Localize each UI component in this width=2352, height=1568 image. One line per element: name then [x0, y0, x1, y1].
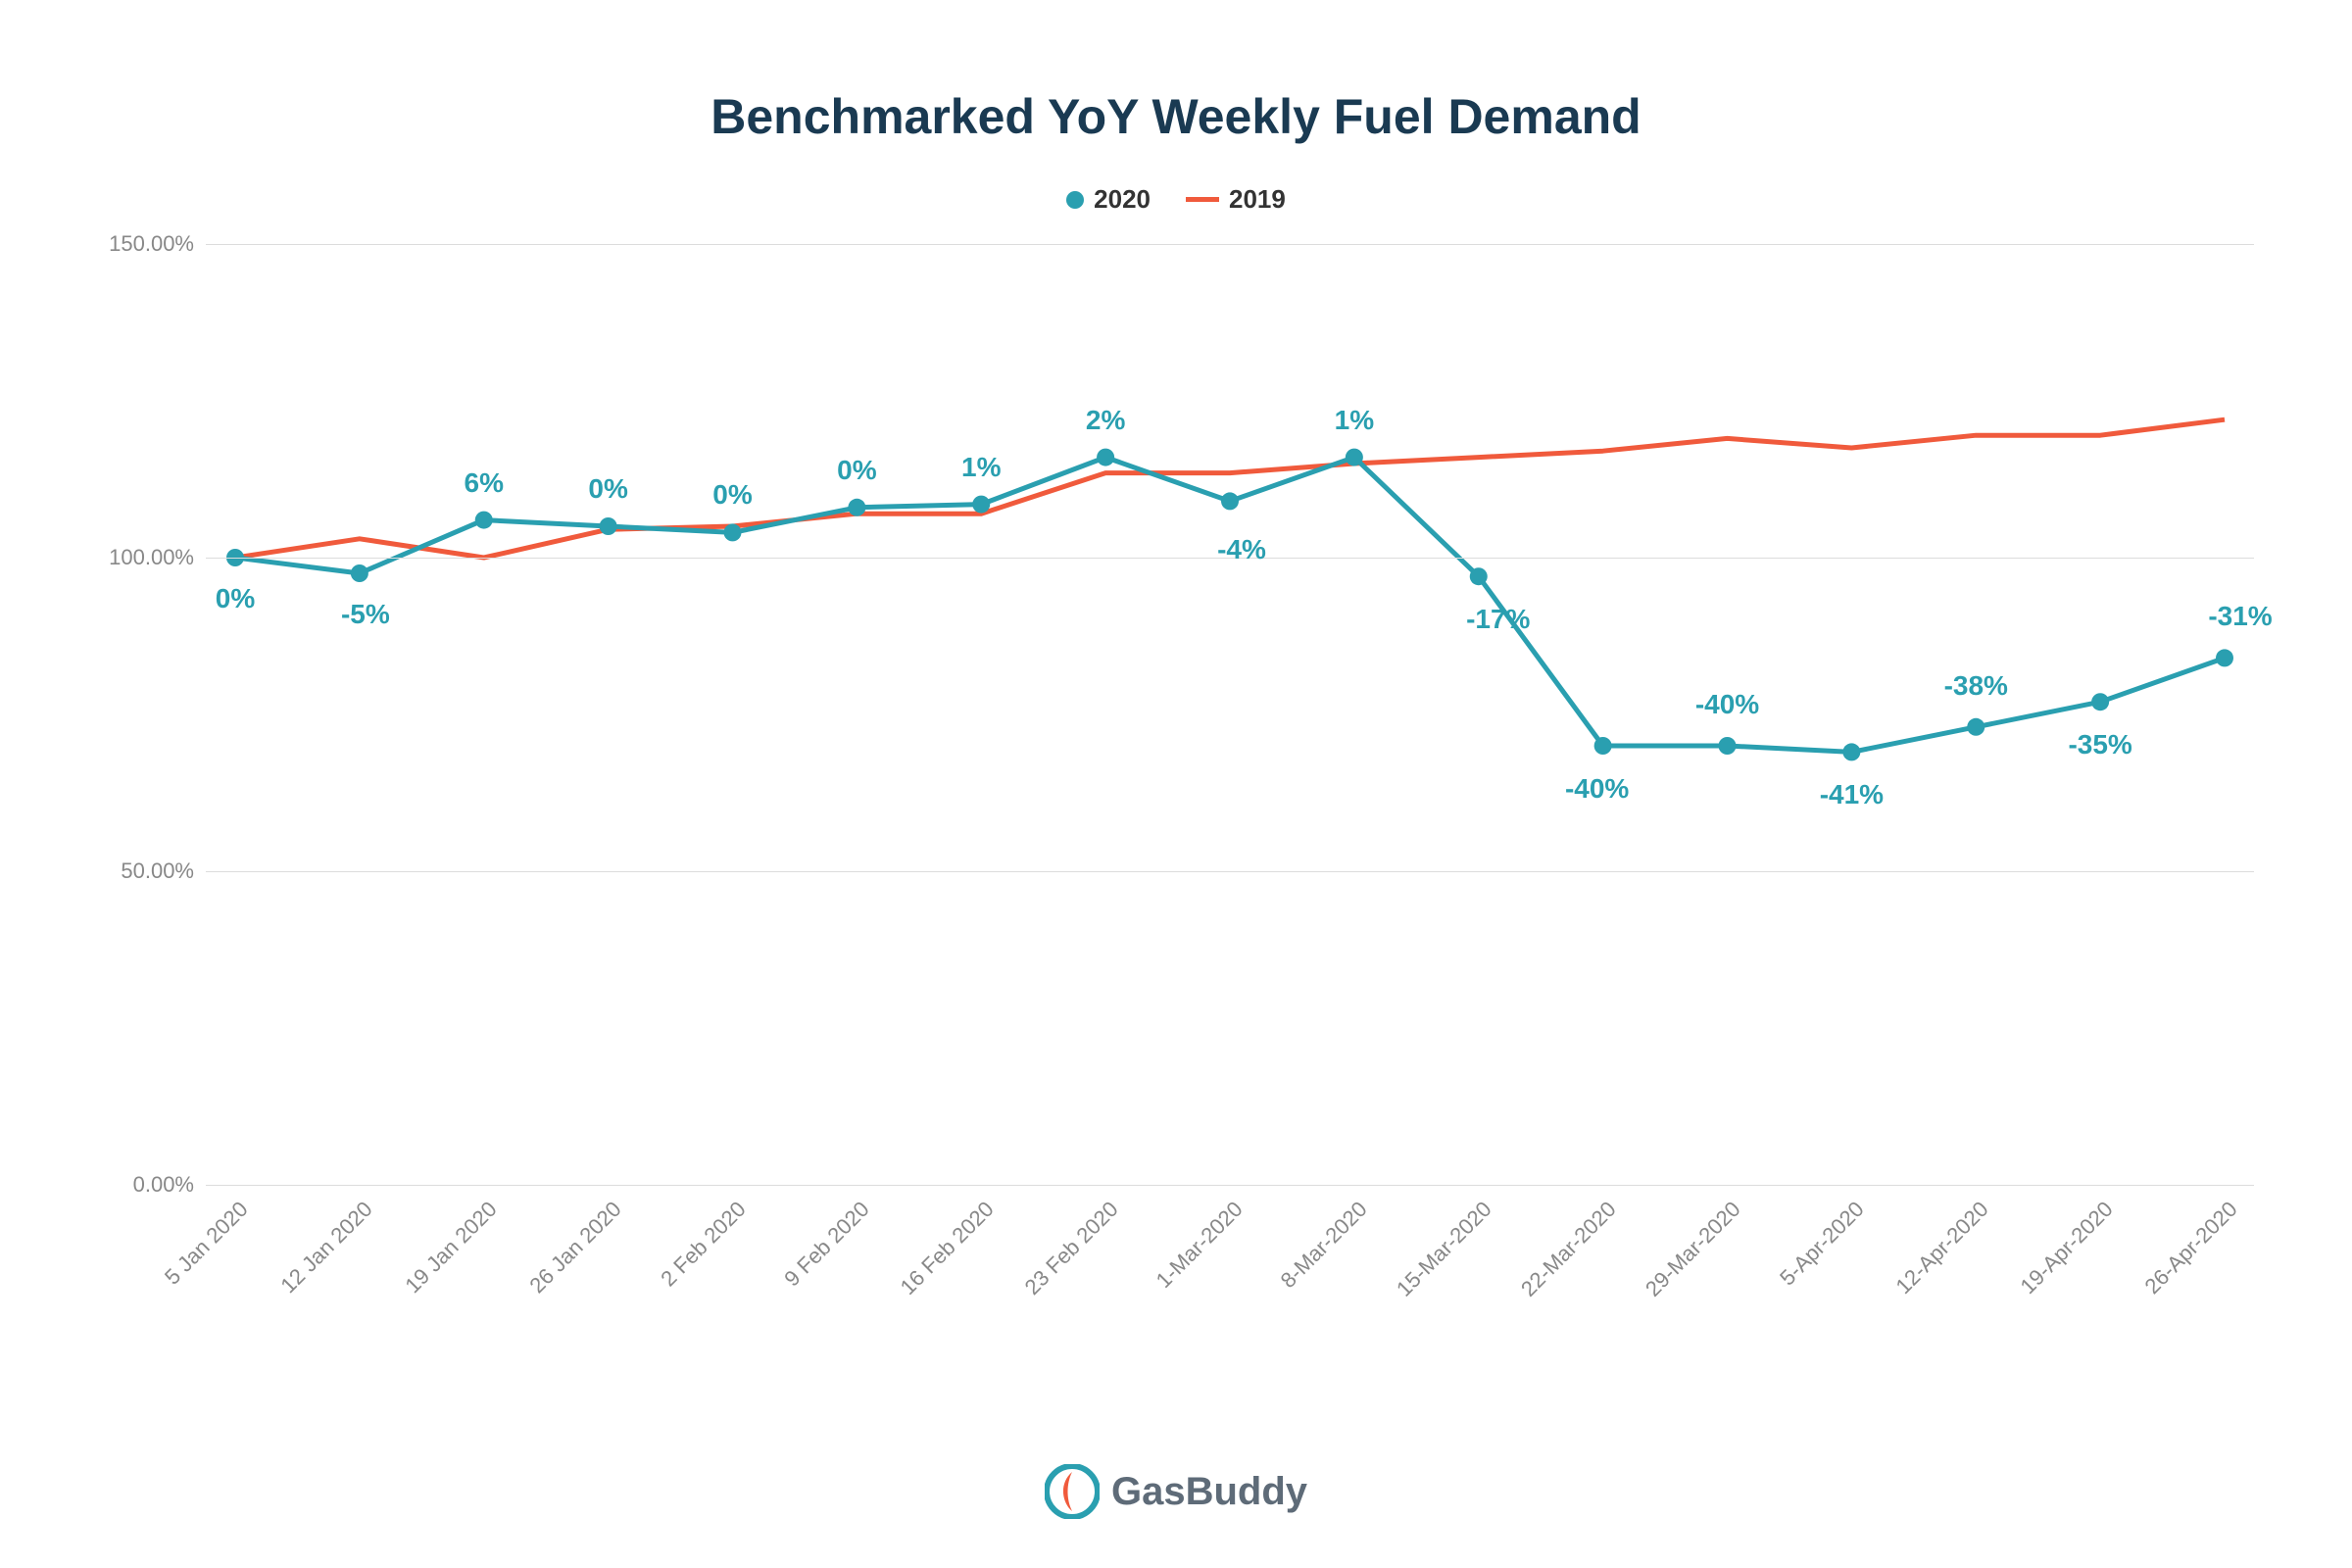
- legend-marker-2019: [1186, 197, 1219, 202]
- x-tick-label: 15-Mar-2020: [1392, 1197, 1496, 1301]
- chart-lines-svg: [206, 244, 2254, 1185]
- series-2020-marker: [2091, 693, 2109, 710]
- series-2020-point-label: 6%: [465, 467, 504, 499]
- series-2020-point-label: 0%: [837, 455, 876, 486]
- plot-area: 0% -5% 6% 0% 0% 0% 1% 2% -4% 1% -17% -40% -40% -41% -3…: [206, 244, 2254, 1185]
- series-2020-marker: [972, 496, 990, 514]
- x-tick-label: 2 Feb 2020: [656, 1197, 751, 1292]
- series-2020-point-label: -40%: [1695, 689, 1759, 720]
- series-2020-marker: [2216, 649, 2233, 666]
- x-tick-label: 19 Jan 2020: [400, 1197, 502, 1298]
- chart-legend: 2020 2019: [78, 184, 2274, 215]
- series-2020-point-label: -4%: [1217, 534, 1266, 565]
- series-2020-marker: [1346, 449, 1363, 466]
- series-2020-point-label: 0%: [216, 583, 255, 614]
- y-tick-label: 100.00%: [109, 545, 194, 570]
- x-tick-label: 8-Mar-2020: [1275, 1197, 1372, 1294]
- series-2020-point-label: -38%: [1944, 670, 2008, 702]
- series-2020-marker: [724, 523, 742, 541]
- legend-item-2019: 2019: [1186, 184, 1286, 215]
- x-tick-label: 26 Jan 2020: [524, 1197, 626, 1298]
- chart-title: Benchmarked YoY Weekly Fuel Demand: [78, 88, 2274, 145]
- legend-item-2020: 2020: [1066, 184, 1151, 215]
- series-2020-marker: [1470, 567, 1488, 585]
- y-axis: 0.00%50.00%100.00%150.00%: [78, 244, 206, 1185]
- series-2020-marker: [1221, 492, 1239, 510]
- series-2020-point-label: -41%: [1820, 779, 1884, 810]
- x-tick-label: 29-Mar-2020: [1640, 1197, 1744, 1301]
- series-2020-point-label: 1%: [1335, 405, 1374, 436]
- legend-marker-2020: [1066, 191, 1084, 209]
- series-2020-point-label: -35%: [2068, 729, 2132, 760]
- x-tick-label: 16 Feb 2020: [896, 1197, 1000, 1300]
- series-2020-point-label: 1%: [961, 452, 1001, 483]
- series-2020-marker: [848, 499, 865, 516]
- series-2020-point-label: 2%: [1086, 405, 1125, 436]
- x-tick-label: 26-Apr-2020: [2140, 1197, 2243, 1299]
- y-tick-label: 50.00%: [121, 858, 194, 884]
- series-2020-marker: [1594, 737, 1612, 755]
- grid-line: [206, 871, 2254, 872]
- x-tick-label: 5 Jan 2020: [160, 1197, 253, 1290]
- x-tick-label: 5-Apr-2020: [1776, 1197, 1870, 1291]
- legend-label-2019: 2019: [1229, 184, 1286, 215]
- series-2020-point-label: 0%: [712, 479, 752, 511]
- series-2020-marker: [1967, 718, 1984, 736]
- x-tick-label: 1-Mar-2020: [1152, 1197, 1249, 1294]
- y-tick-label: 150.00%: [109, 231, 194, 257]
- plot-area-wrap: 0.00%50.00%100.00%150.00% 0%-5%6%0%0%0%1…: [78, 244, 2274, 1185]
- chart-container: Benchmarked YoY Weekly Fuel Demand 2020 …: [0, 0, 2352, 1568]
- series-2020-point-label: 0%: [588, 473, 627, 505]
- series-2020-marker: [600, 517, 617, 535]
- series-2020-point-label: -17%: [1466, 604, 1530, 635]
- series-2020-marker: [1097, 449, 1114, 466]
- y-tick-label: 0.00%: [133, 1172, 194, 1198]
- grid-line: [206, 244, 2254, 245]
- series-2020-point-label: -31%: [2208, 601, 2272, 632]
- legend-label-2020: 2020: [1094, 184, 1151, 215]
- x-tick-label: 12 Jan 2020: [275, 1197, 377, 1298]
- x-tick-label: 19-Apr-2020: [2016, 1197, 2119, 1299]
- series-2020-marker: [351, 564, 368, 582]
- gasbuddy-icon: [1045, 1464, 1100, 1519]
- series-2020-marker: [475, 512, 493, 529]
- x-tick-label: 22-Mar-2020: [1516, 1197, 1621, 1301]
- series-2020-point-label: -40%: [1565, 773, 1629, 805]
- logo-text: GasBuddy: [1111, 1470, 1307, 1514]
- x-axis: 5 Jan 202012 Jan 202019 Jan 202026 Jan 2…: [206, 1185, 2254, 1342]
- series-2020-marker: [1719, 737, 1737, 755]
- logo: GasBuddy: [0, 1464, 2352, 1519]
- x-tick-label: 9 Feb 2020: [780, 1197, 875, 1292]
- x-tick-label: 23 Feb 2020: [1020, 1197, 1124, 1300]
- series-2020-marker: [1842, 743, 1860, 760]
- series-2020-point-label: -5%: [341, 599, 390, 630]
- x-tick-label: 12-Apr-2020: [1891, 1197, 1994, 1299]
